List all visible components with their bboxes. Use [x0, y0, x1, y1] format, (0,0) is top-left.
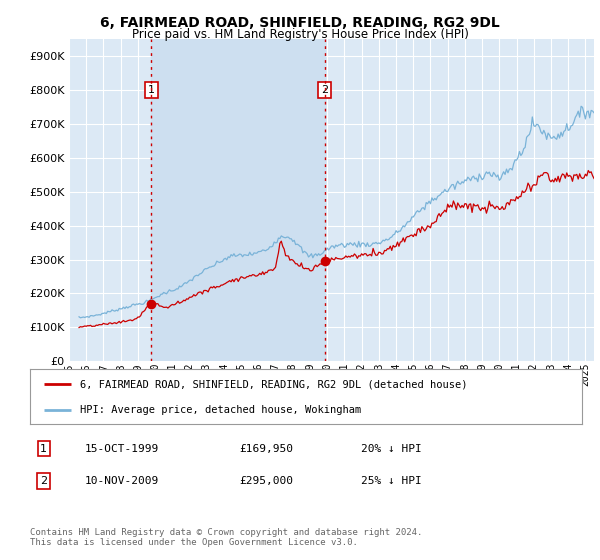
Text: 1: 1 [40, 444, 47, 454]
Text: HPI: Average price, detached house, Wokingham: HPI: Average price, detached house, Woki… [80, 405, 361, 415]
Text: 6, FAIRMEAD ROAD, SHINFIELD, READING, RG2 9DL: 6, FAIRMEAD ROAD, SHINFIELD, READING, RG… [100, 16, 500, 30]
Text: 2: 2 [321, 85, 328, 95]
Text: 25% ↓ HPI: 25% ↓ HPI [361, 476, 422, 486]
Text: £295,000: £295,000 [240, 476, 294, 486]
Text: 2: 2 [40, 476, 47, 486]
Text: 10-NOV-2009: 10-NOV-2009 [85, 476, 160, 486]
Text: 6, FAIRMEAD ROAD, SHINFIELD, READING, RG2 9DL (detached house): 6, FAIRMEAD ROAD, SHINFIELD, READING, RG… [80, 380, 467, 389]
Text: Contains HM Land Registry data © Crown copyright and database right 2024.
This d: Contains HM Land Registry data © Crown c… [30, 528, 422, 547]
Text: Price paid vs. HM Land Registry's House Price Index (HPI): Price paid vs. HM Land Registry's House … [131, 28, 469, 41]
Bar [151, 39, 325, 361]
Text: £169,950: £169,950 [240, 444, 294, 454]
Text: 1: 1 [148, 85, 155, 95]
Text: 20% ↓ HPI: 20% ↓ HPI [361, 444, 422, 454]
Text: 15-OCT-1999: 15-OCT-1999 [85, 444, 160, 454]
